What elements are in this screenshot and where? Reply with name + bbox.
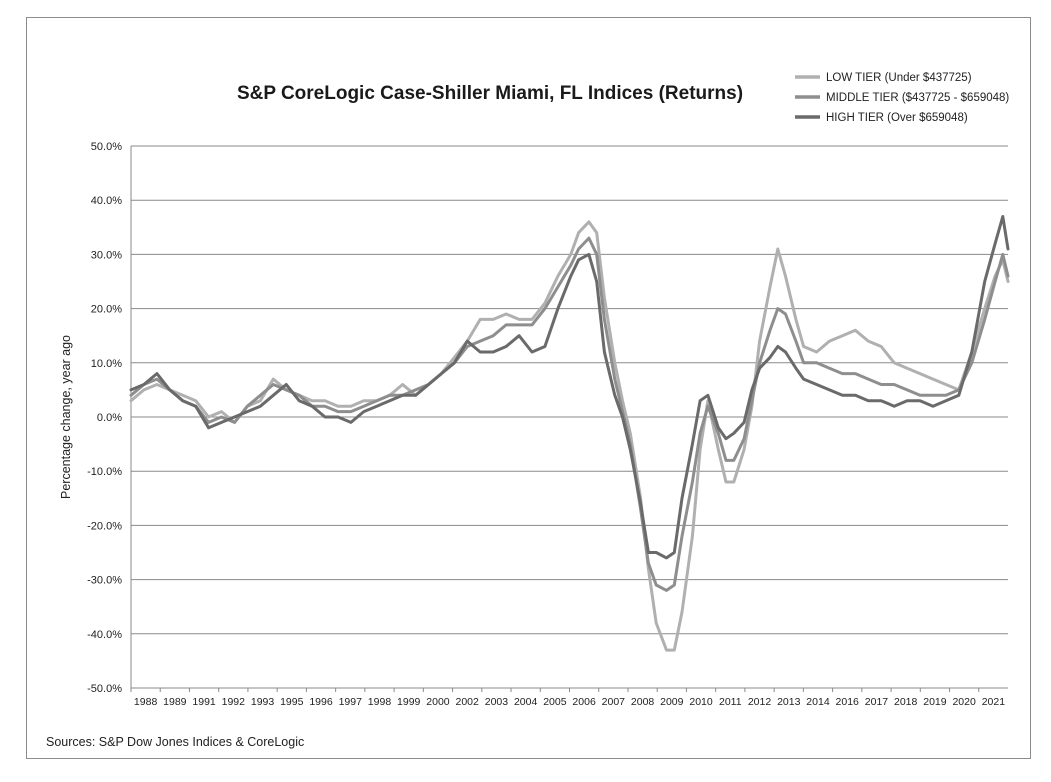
y-tick-label: -50.0% <box>87 683 122 695</box>
x-tick-label: 2014 <box>806 696 830 708</box>
y-tick-label: -30.0% <box>87 575 122 587</box>
x-tick-label: 2002 <box>456 696 480 708</box>
legend: LOW TIER (Under $437725) MIDDLE TIER ($43… <box>795 72 1009 124</box>
x-tick-label: 1989 <box>163 696 187 708</box>
x-tick-label: 1995 <box>280 696 304 708</box>
x-tick-label: 2005 <box>543 696 567 708</box>
x-tick-label: 2018 <box>894 696 918 708</box>
y-tick-label: -20.0% <box>87 520 122 532</box>
x-tick-label: 2011 <box>719 696 742 708</box>
plot-area <box>129 215 1010 652</box>
x-tick-label: 1997 <box>339 696 363 708</box>
x-tick-label: 2009 <box>660 696 684 708</box>
x-tick-label: 2000 <box>426 696 450 708</box>
x-tick-label: 2003 <box>485 696 509 708</box>
x-tick-label: 2012 <box>748 696 772 708</box>
y-tick-label: 40.0% <box>91 195 122 207</box>
x-tick-label: 2013 <box>777 696 801 708</box>
y-tick-label: 20.0% <box>91 304 122 316</box>
x-tick-label: 2004 <box>514 696 538 708</box>
x-tick-label: 1998 <box>368 696 392 708</box>
x-tick-label: 1988 <box>134 696 158 708</box>
gridlines <box>131 145 1008 689</box>
source-note: Sources: S&P Dow Jones Indices & CoreLog… <box>46 735 305 749</box>
middle-tier-series-line <box>129 236 1010 592</box>
high-tier-series-line <box>129 215 1010 560</box>
x-tick-label: 2021 <box>982 696 1006 708</box>
x-tick-label: 1992 <box>222 696 246 708</box>
chart-title: S&P CoreLogic Case-Shiller Miami, FL Ind… <box>237 83 743 104</box>
x-tick-label: 2020 <box>952 696 976 708</box>
y-tick-label: 0.0% <box>97 412 122 424</box>
legend-item-low-tier: LOW TIER (Under $437725) <box>826 72 972 84</box>
x-tick-label: 2006 <box>572 696 596 708</box>
x-tick-label: 1999 <box>397 696 421 708</box>
chart-frame <box>26 17 1031 759</box>
low-tier-series-line <box>129 220 1010 652</box>
x-tick-label: 2008 <box>631 696 655 708</box>
x-tick-label: 1996 <box>309 696 333 708</box>
y-axis-label: Percentage change, year ago <box>59 335 73 499</box>
y-tick-label: -40.0% <box>87 629 122 641</box>
x-tick-label: 2016 <box>836 696 860 708</box>
legend-item-high-tier: HIGH TIER (Over $659048) <box>826 112 968 124</box>
x-tick-label: 1991 <box>192 696 216 708</box>
y-tick-label: -10.0% <box>87 466 122 478</box>
axes: 50.0% 40.0% 30.0% 20.0% 10.0% 0.0% -10.0% -20.0… <box>87 141 1005 708</box>
x-tick-label: 2017 <box>865 696 889 708</box>
x-tick-label: 1993 <box>251 696 275 708</box>
y-tick-label: 30.0% <box>91 249 122 261</box>
y-tick-label: 10.0% <box>91 358 122 370</box>
x-tick-label: 2010 <box>689 696 713 708</box>
y-tick-label: 50.0% <box>91 141 122 153</box>
legend-item-middle-tier: MIDDLE TIER ($437725 - $659048) <box>826 92 1009 104</box>
x-tick-label: 2019 <box>923 696 947 708</box>
x-tick-label: 2007 <box>602 696 626 708</box>
